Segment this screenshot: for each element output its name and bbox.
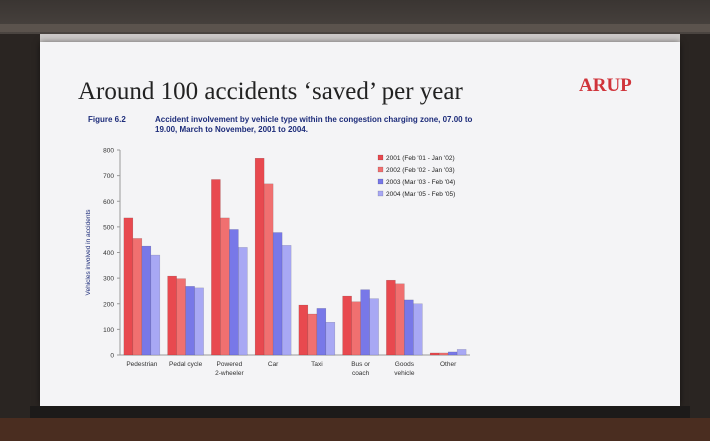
bar bbox=[369, 298, 379, 356]
y-axis-title: Vehicles involved in accidents bbox=[85, 209, 92, 296]
legend-label: 2004 (Mar '05 - Feb '05) bbox=[386, 191, 455, 198]
bar bbox=[456, 349, 467, 356]
y-tick-label: 100 bbox=[103, 327, 114, 334]
room-floor bbox=[0, 418, 710, 441]
bar bbox=[150, 254, 161, 356]
ceiling-band bbox=[0, 24, 710, 32]
brand-logo: ARUP bbox=[579, 75, 632, 96]
bar bbox=[298, 304, 309, 356]
bar bbox=[176, 278, 186, 356]
x-tick-label: Pedestrian bbox=[126, 361, 157, 368]
bar bbox=[307, 313, 318, 356]
y-tick-label: 600 bbox=[103, 199, 114, 206]
legend-swatch bbox=[377, 190, 384, 197]
x-tick-label: Goods vehicle bbox=[394, 361, 415, 377]
bar bbox=[395, 283, 405, 356]
bar bbox=[281, 245, 292, 356]
bar bbox=[413, 303, 423, 356]
bar bbox=[351, 301, 361, 356]
legend-swatch bbox=[377, 154, 384, 161]
x-tick-label: Bus or coach bbox=[351, 361, 371, 377]
bar bbox=[194, 287, 204, 356]
bar bbox=[185, 286, 195, 356]
bar bbox=[229, 229, 239, 356]
bar bbox=[132, 238, 143, 356]
projection-screen: Around 100 accidents ‘saved’ per year AR… bbox=[40, 42, 680, 406]
legend-swatch bbox=[377, 166, 384, 173]
legend-label: 2001 (Feb '01 - Jan '02) bbox=[386, 155, 455, 162]
legend-swatch bbox=[377, 178, 384, 185]
screen-housing-bottom bbox=[30, 406, 690, 418]
bar-chart: 0 100 200 300 400 500 600 700 800 Vehicles involv… bbox=[85, 148, 470, 377]
bar bbox=[238, 247, 248, 356]
legend-label: 2003 (Mar '03 - Feb '04) bbox=[386, 179, 455, 186]
bar bbox=[325, 322, 336, 356]
y-tick-label: 200 bbox=[103, 301, 114, 308]
bar bbox=[342, 295, 352, 356]
x-tick-label: Taxi bbox=[311, 361, 323, 368]
figure-caption: Accident involvement by vehicle type wit… bbox=[155, 115, 473, 134]
bar bbox=[316, 308, 327, 356]
bar bbox=[123, 217, 134, 356]
bar bbox=[263, 183, 274, 356]
bar bbox=[438, 352, 449, 356]
y-tick-label: 300 bbox=[103, 276, 114, 283]
y-tick-label: 0 bbox=[110, 353, 114, 360]
bar bbox=[404, 299, 414, 356]
figure-label: Figure 6.2 bbox=[88, 115, 126, 124]
y-tick-label: 700 bbox=[103, 173, 114, 180]
y-tick-label: 500 bbox=[103, 224, 114, 231]
bar bbox=[220, 217, 230, 356]
bar bbox=[360, 289, 370, 356]
bar bbox=[447, 351, 458, 356]
screen-housing-top bbox=[40, 34, 680, 42]
x-tick-label: Powered 2-wheeler bbox=[215, 361, 244, 377]
slide-title: Around 100 accidents ‘saved’ per year bbox=[78, 78, 463, 105]
bar bbox=[429, 352, 440, 356]
x-tick-label: Pedal cycle bbox=[169, 361, 203, 368]
x-tick-label: Car bbox=[268, 361, 279, 368]
bar bbox=[211, 179, 221, 356]
bar bbox=[272, 232, 283, 356]
x-tick-label: Other bbox=[440, 361, 457, 368]
bar bbox=[386, 279, 396, 356]
y-tick-label: 800 bbox=[103, 148, 114, 155]
bar bbox=[254, 157, 265, 356]
y-tick-label: 400 bbox=[103, 250, 114, 257]
bar bbox=[167, 275, 177, 356]
legend-label: 2002 (Feb '02 - Jan '03) bbox=[386, 167, 455, 174]
bar bbox=[141, 245, 152, 356]
